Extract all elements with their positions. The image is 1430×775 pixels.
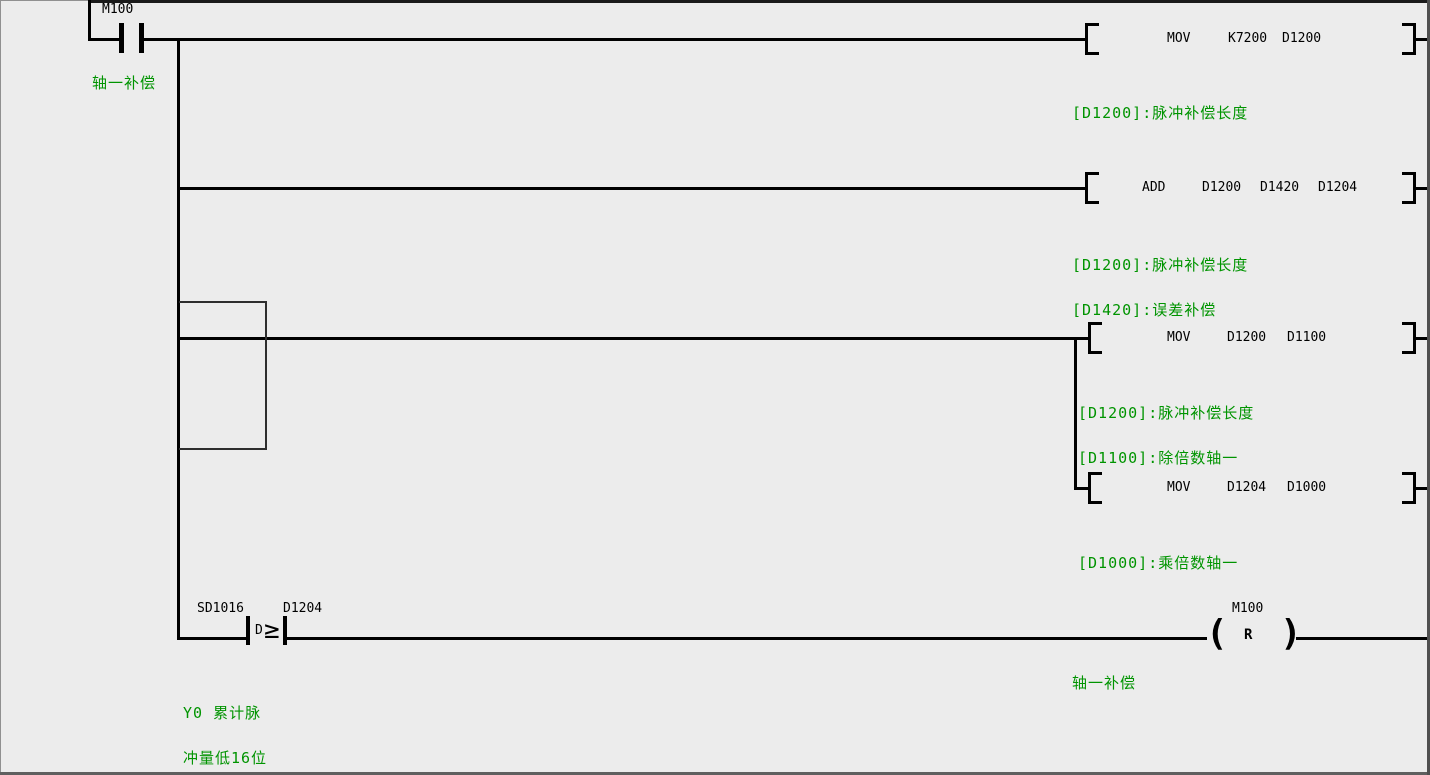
left-bracket-icon: [1088, 322, 1102, 354]
instruction-mnemonic: MOV: [1167, 31, 1191, 46]
right-bracket-icon: [1402, 472, 1416, 504]
reset-coil-m100[interactable]: ( R ): [1196, 610, 1306, 660]
wire-segment: [1416, 187, 1427, 190]
instruction-operand: D1420: [1260, 180, 1300, 195]
wire-segment: [179, 187, 1086, 190]
right-power-rail: [1427, 0, 1430, 775]
instruction-mnemonic: MOV: [1167, 330, 1191, 345]
left-power-rail: [88, 0, 91, 41]
device-label: SD1016: [197, 601, 244, 616]
wire-segment: [1075, 487, 1090, 490]
instruction-block-mov-3[interactable]: MOV D1204 D1000: [1088, 471, 1427, 505]
greater-equal-icon: ≥: [264, 615, 280, 645]
right-branch-wire: [1074, 337, 1077, 490]
coil-paren-open-icon: (: [1206, 613, 1228, 654]
wire-segment: [1296, 637, 1427, 640]
wire-segment: [1416, 38, 1427, 41]
left-bracket-icon: [1088, 472, 1102, 504]
instruction-operand: D1000: [1287, 480, 1327, 495]
instruction-mnemonic: ADD: [1142, 180, 1166, 195]
instruction-operand: D1204: [1318, 180, 1358, 195]
wire-segment: [1416, 337, 1427, 340]
device-label: M100: [1232, 601, 1264, 616]
wire-segment: [179, 337, 1090, 340]
instruction-operand: K7200: [1228, 31, 1268, 46]
device-label: M100: [102, 2, 134, 17]
right-bracket-icon: [1402, 172, 1416, 204]
window-border-left: [0, 0, 1, 775]
wire-segment: [1416, 487, 1427, 490]
device-comment: [D1000]:乘倍数轴一: [1078, 554, 1239, 572]
coil-paren-close-icon: ): [1280, 613, 1302, 654]
wire-segment: [286, 637, 1207, 640]
wire-segment: [179, 637, 248, 640]
compare-operator-letter: D: [255, 623, 263, 638]
left-bracket-icon: [1085, 23, 1099, 55]
contact-bar: [119, 23, 124, 53]
contact-bar: [283, 616, 287, 645]
empty-branch-box: [179, 301, 267, 450]
instruction-operand: D1100: [1287, 330, 1327, 345]
right-bracket-icon: [1402, 23, 1416, 55]
contact-m100[interactable]: [116, 20, 148, 56]
wire-segment: [142, 38, 1086, 41]
instruction-operand: D1200: [1227, 330, 1267, 345]
wire-segment: [91, 38, 121, 41]
instruction-mnemonic: MOV: [1167, 480, 1191, 495]
coil-modifier: R: [1244, 627, 1253, 643]
instruction-operand: D1200: [1202, 180, 1242, 195]
device-comment: 轴一补偿: [1072, 674, 1137, 692]
device-comment: [D1200]:脉冲补偿长度 [D1100]:除倍数轴一: [1078, 404, 1255, 467]
right-bracket-icon: [1402, 322, 1416, 354]
device-comment: 轴一补偿: [92, 74, 157, 92]
left-bracket-icon: [1085, 172, 1099, 204]
instruction-operand: D1200: [1282, 31, 1322, 46]
contact-bar: [139, 23, 144, 53]
instruction-block-mov-2[interactable]: MOV D1200 D1100: [1088, 321, 1427, 355]
device-comment: [D1200]:脉冲补偿长度 [D1420]:误差补偿: [1072, 256, 1249, 319]
instruction-block-add[interactable]: ADD D1200 D1420 D1204: [1085, 171, 1427, 205]
window-border-bottom: [0, 772, 1430, 775]
branch-trunk-wire: [177, 38, 180, 640]
device-comment: [D1200]:脉冲补偿长度: [1072, 104, 1249, 122]
instruction-operand: D1204: [1227, 480, 1267, 495]
device-comment: Y0 累计脉 冲量低16位 (脉冲个数 为单位): [183, 704, 268, 767]
instruction-block-mov-1[interactable]: MOV K7200 D1200: [1085, 22, 1427, 56]
ladder-top-bus: [88, 0, 1430, 3]
device-label: D1204: [283, 601, 323, 616]
contact-bar: [246, 616, 250, 645]
compare-contact-dge[interactable]: D ≥: [244, 613, 290, 649]
